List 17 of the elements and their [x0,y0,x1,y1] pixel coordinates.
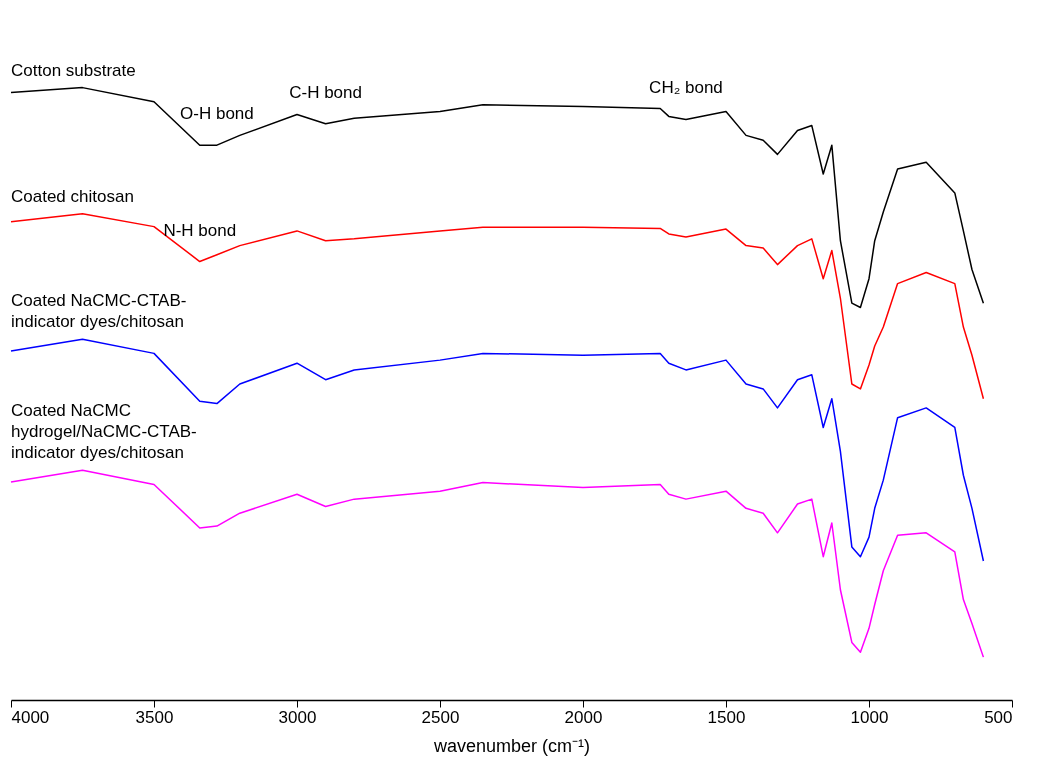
x-tick-label: 1500 [707,707,746,727]
series-label: Cotton substrate [11,60,136,80]
x-tick-label: 1000 [850,707,889,727]
x-tick-label: 3500 [135,707,174,727]
annotation: N-H bond [163,220,237,240]
x-tick-label: 500 [984,707,1013,727]
x-tick-label: 2000 [564,707,603,727]
series-label: Coated NaCMC-CTAB-indicator dyes/chitosan [11,291,187,332]
series-label: Coated chitosan [11,186,134,206]
annotation: C-H bond [289,82,362,102]
series-label: Coated NaCMC hydrogel/NaCMC-CTAB-indicator dyes/chitosan [11,401,197,463]
annotation: CH₂ bond [649,78,723,98]
x-tick-label: 4000 [11,707,50,727]
x-tick-label: 3000 [278,707,317,727]
x-tick-label: 2500 [421,707,460,727]
x-axis-title: wavenumber (cm⁻¹) [432,735,591,756]
annotation: O-H bond [180,104,254,124]
